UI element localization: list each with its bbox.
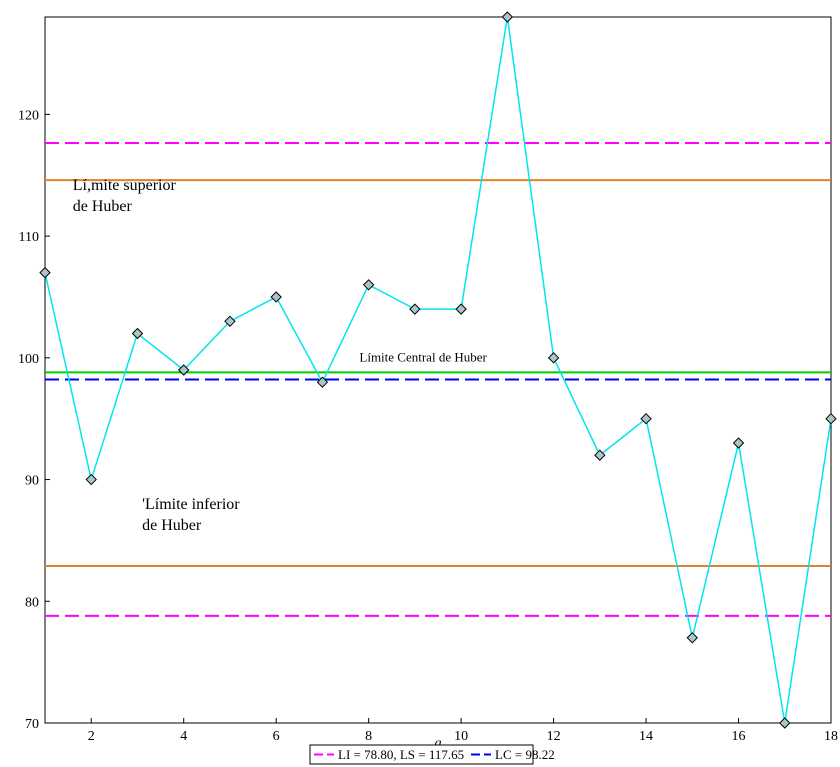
x-tick-label: 10 [454, 729, 468, 744]
data-point [501, 11, 514, 23]
data-point [316, 376, 329, 388]
y-tick-label: 100 [18, 352, 39, 367]
y-tick-label: 120 [18, 108, 39, 123]
x-tick-label: 4 [180, 729, 187, 744]
annotation-line: de Huber [142, 517, 202, 534]
legend-box [309, 744, 534, 765]
data-point [547, 352, 560, 364]
x-tick-label: 12 [547, 729, 561, 744]
data-point [594, 449, 606, 461]
x-axis-label: g [435, 736, 442, 751]
annotation-2: 'Límite inferior de Huber [142, 496, 240, 534]
data-point [686, 632, 699, 644]
annotations: Lí,mite superior de Huber Límite Central d… [73, 177, 488, 534]
data-point [640, 412, 652, 425]
y-tick-label: 90 [25, 474, 39, 489]
plot-frame [44, 16, 832, 724]
plot-area [44, 16, 832, 724]
annotation-1: Límite Central de Huber [359, 349, 487, 364]
data-point [224, 315, 236, 328]
data-point [455, 303, 467, 315]
legend: LI = 78.80, LS = 117.65 LC = 98.22 [309, 744, 555, 765]
data-point [779, 717, 791, 729]
data-point [39, 266, 51, 279]
y-tick-label: 80 [25, 595, 39, 610]
data-point [732, 437, 745, 449]
annotation-0: Lí,mite superior de Huber [73, 177, 177, 215]
x-tick-label: 2 [88, 729, 95, 744]
x-tick-label: 6 [273, 729, 280, 744]
series-line [44, 16, 832, 724]
axes: 2 4 6 8 10 12 14 16 18 70 80 90 100 110 120 [18, 108, 838, 744]
data-point [362, 279, 375, 291]
annotation-line: Lí,mite superior [73, 177, 177, 194]
legend-label-1: LC = 98.22 [495, 747, 555, 762]
data-point [409, 303, 421, 315]
legend-label-0: LI = 78.80, LS = 117.65 [338, 747, 464, 762]
annotation-line: 'Límite inferior [142, 496, 240, 513]
y-tick-label: 70 [25, 717, 39, 732]
x-tick-label: 16 [732, 729, 746, 744]
annotation-line: de Huber [73, 198, 133, 215]
annotation-line: Límite Central de Huber [359, 349, 487, 364]
data-point [131, 327, 144, 340]
x-tick-label: 14 [639, 729, 653, 744]
reference-lines [45, 141, 831, 617]
x-tick-label: 18 [824, 729, 838, 744]
x-tick-label: 8 [365, 729, 372, 744]
data-point [177, 364, 190, 376]
data-point [85, 473, 97, 486]
data-point [270, 291, 282, 303]
data-series [39, 11, 837, 729]
y-tick-label: 110 [19, 230, 39, 245]
data-point [825, 412, 837, 425]
